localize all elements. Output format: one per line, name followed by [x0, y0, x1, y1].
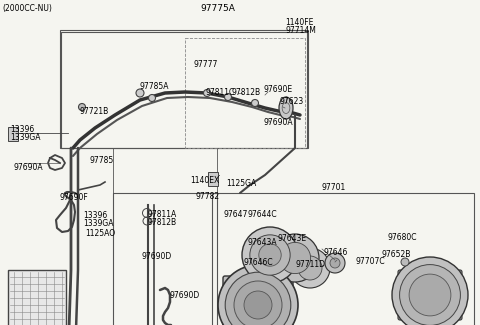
Circle shape — [204, 89, 211, 97]
Text: 97777: 97777 — [193, 60, 217, 69]
Text: 13396: 13396 — [10, 125, 34, 134]
Text: 13396: 13396 — [83, 211, 107, 220]
Circle shape — [218, 265, 298, 325]
Text: 97690F: 97690F — [60, 193, 89, 202]
Bar — [61, 32, 307, 148]
Bar — [8, 270, 66, 325]
Circle shape — [271, 234, 319, 282]
Circle shape — [234, 281, 282, 325]
Text: 97721B: 97721B — [79, 107, 108, 116]
Text: 97782: 97782 — [196, 192, 220, 201]
Bar — [8, 127, 18, 141]
Circle shape — [225, 94, 231, 100]
Text: 97680C: 97680C — [388, 233, 418, 242]
Text: 97707C: 97707C — [355, 257, 384, 266]
Bar — [113, 148, 217, 193]
Text: 97711D: 97711D — [295, 260, 325, 269]
Text: 97690E: 97690E — [263, 85, 292, 94]
Text: 97643A: 97643A — [248, 238, 277, 247]
Text: 97652B: 97652B — [382, 250, 411, 259]
Text: 97647: 97647 — [224, 210, 248, 219]
Circle shape — [252, 99, 259, 107]
Text: 97701: 97701 — [321, 183, 345, 192]
Text: 97646C: 97646C — [244, 258, 274, 267]
Text: 97646: 97646 — [323, 248, 348, 257]
Bar — [208, 172, 218, 186]
Text: 97714M: 97714M — [285, 26, 316, 35]
Text: 97812B: 97812B — [232, 88, 261, 97]
Text: 97643E: 97643E — [277, 234, 306, 243]
Circle shape — [244, 291, 272, 319]
Ellipse shape — [279, 97, 293, 119]
FancyBboxPatch shape — [398, 270, 462, 320]
Circle shape — [79, 103, 85, 111]
Text: 97812B: 97812B — [148, 218, 177, 227]
Circle shape — [242, 227, 298, 283]
Text: 97644C: 97644C — [248, 210, 277, 219]
Text: 97775A: 97775A — [200, 4, 235, 13]
Text: 97690A: 97690A — [14, 163, 44, 172]
Circle shape — [279, 242, 311, 274]
Circle shape — [259, 244, 281, 266]
Bar — [113, 193, 217, 325]
Circle shape — [330, 258, 340, 268]
Circle shape — [225, 272, 291, 325]
Circle shape — [298, 256, 322, 280]
Text: 97690A: 97690A — [264, 118, 294, 127]
Circle shape — [392, 257, 468, 325]
Circle shape — [290, 248, 330, 288]
Bar — [185, 38, 305, 148]
Text: 97811C: 97811C — [206, 88, 235, 97]
Circle shape — [148, 95, 156, 101]
Text: 1140FE: 1140FE — [285, 18, 313, 27]
Text: 1125GA: 1125GA — [226, 179, 256, 188]
Text: (2000CC-NU): (2000CC-NU) — [2, 4, 52, 13]
Circle shape — [136, 89, 144, 97]
Text: 97785A: 97785A — [140, 82, 169, 91]
Text: 97623: 97623 — [280, 97, 304, 106]
Text: 97811A: 97811A — [148, 210, 177, 219]
Text: 97785: 97785 — [90, 156, 114, 165]
Circle shape — [250, 235, 290, 275]
Text: 1140EX: 1140EX — [190, 176, 219, 185]
Circle shape — [399, 265, 460, 325]
Text: 1339GA: 1339GA — [10, 133, 40, 142]
Text: 97690D: 97690D — [142, 252, 172, 261]
Text: 1125AO: 1125AO — [85, 229, 115, 238]
Circle shape — [401, 258, 409, 266]
FancyBboxPatch shape — [223, 276, 293, 325]
Circle shape — [325, 253, 345, 273]
Text: 97690D: 97690D — [170, 291, 200, 300]
Bar — [60, 30, 308, 148]
Text: 1339GA: 1339GA — [83, 219, 113, 228]
Circle shape — [409, 274, 451, 316]
Bar — [212, 193, 474, 325]
